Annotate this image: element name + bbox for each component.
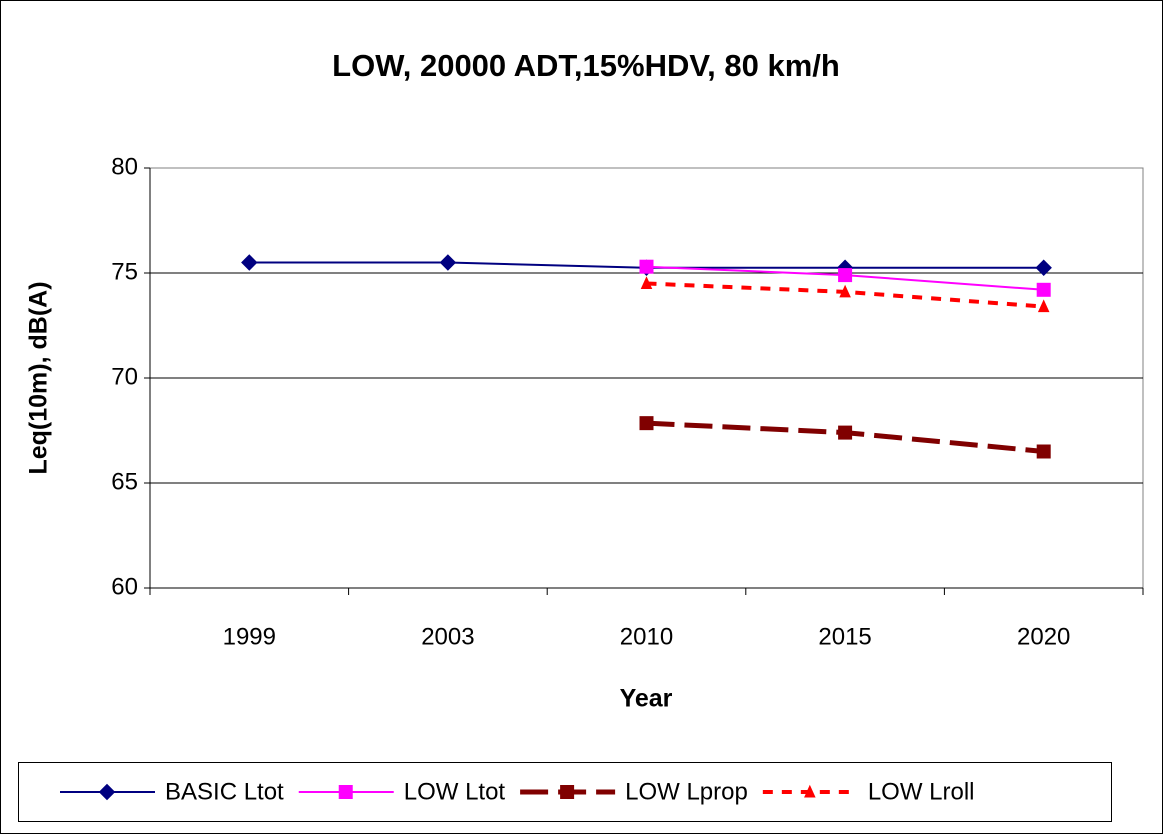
data-point	[1035, 259, 1052, 276]
data-point	[838, 268, 853, 283]
y-axis-label: Leq(10m), dB(A)	[25, 281, 53, 474]
x-tick-label: 2010	[620, 623, 673, 650]
data-point	[439, 254, 457, 271]
data-point	[639, 416, 654, 431]
chart-title: LOW, 20000 ADT,15%HDV, 80 km/h	[332, 48, 840, 83]
x-axis-label: Year	[620, 685, 673, 713]
x-tick-label: 1999	[223, 623, 276, 650]
data-point	[838, 425, 853, 440]
legend-label: LOW Lprop	[625, 778, 748, 805]
legend-marker	[338, 785, 353, 799]
y-tick-label: 65	[111, 468, 138, 495]
legend-label: LOW Ltot	[404, 778, 506, 805]
x-tick-label: 2020	[1017, 623, 1070, 650]
data-point	[640, 276, 653, 289]
data-point	[1036, 444, 1051, 459]
legend-marker	[560, 785, 575, 799]
data-point	[1037, 299, 1050, 313]
y-tick-label: 80	[111, 153, 138, 180]
y-tick-label: 70	[111, 363, 138, 390]
data-point	[839, 284, 851, 298]
x-tick-label: 2003	[421, 623, 474, 650]
legend-marker	[804, 784, 816, 798]
data-point	[1036, 282, 1051, 297]
data-point	[241, 254, 258, 271]
y-tick-label: 75	[111, 258, 138, 285]
legend-label: LOW Lroll	[868, 778, 975, 805]
data-point	[639, 259, 654, 274]
y-tick-label: 60	[111, 573, 138, 600]
legend-marker	[98, 783, 116, 801]
x-tick-label: 2015	[818, 623, 871, 650]
legend-label: BASIC Ltot	[165, 778, 284, 805]
